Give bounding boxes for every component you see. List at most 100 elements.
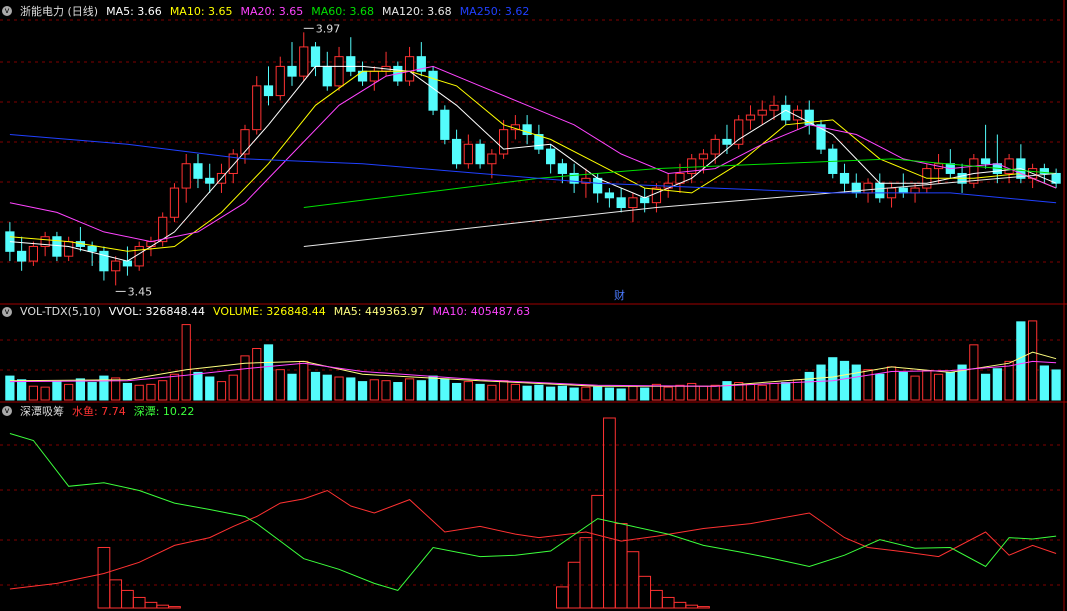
candle-body — [910, 187, 920, 194]
candle-body — [969, 158, 979, 184]
candle-body — [1039, 168, 1049, 174]
candle-body — [863, 182, 873, 194]
menu-icon[interactable]: v — [2, 6, 12, 16]
candle-body — [252, 85, 262, 131]
volume-bar — [534, 384, 544, 401]
candle-body — [569, 172, 579, 184]
candle-body — [604, 192, 615, 199]
candle-body — [781, 104, 791, 121]
menu-icon[interactable]: v — [2, 406, 12, 416]
volume-bar — [158, 380, 168, 401]
ma-line — [9, 65, 1057, 243]
volume-bar — [734, 382, 744, 401]
candle-body — [146, 241, 156, 247]
volume-bar — [17, 379, 27, 401]
volume-bar — [205, 376, 215, 401]
volume-bar — [299, 360, 309, 401]
candle-body — [875, 182, 885, 199]
volume-bar — [75, 378, 86, 401]
indicator-bar — [697, 606, 710, 609]
candle-body — [275, 65, 285, 97]
indicator-bar — [579, 537, 593, 609]
volume-bar — [816, 364, 826, 401]
event-marker[interactable]: 财 — [614, 289, 625, 302]
candle-body — [52, 236, 62, 257]
title: 深潭吸筹 — [20, 405, 64, 418]
volume-bar — [781, 382, 791, 401]
candle-body — [1051, 172, 1061, 184]
volume-bar — [557, 385, 568, 401]
candle-body — [546, 148, 556, 165]
indicator-bar — [156, 604, 170, 609]
volume-bar — [240, 355, 250, 401]
candle-body — [616, 197, 626, 209]
candle-body — [193, 163, 203, 179]
candle-body — [40, 236, 50, 247]
candle-body — [287, 65, 297, 77]
legend-entry: MA10: 3.65 — [169, 4, 233, 18]
candle-body — [205, 177, 215, 184]
indicator-bar — [638, 575, 652, 609]
legend-entry: VVOL: 326848.44 — [108, 305, 206, 318]
volume-bar — [122, 382, 133, 401]
volume-header: v VOL-TDX(5,10) VVOL: 326848.44 VOLUME: 326… — [2, 305, 530, 318]
candle-body — [404, 56, 415, 82]
volume-bar — [1027, 320, 1038, 401]
volume-bar — [757, 384, 767, 401]
indicator-bar — [603, 417, 616, 609]
legend-entry: MA60: 3.68 — [311, 4, 374, 18]
ma-line — [9, 70, 1057, 252]
volume-bar — [381, 380, 391, 401]
volume-bar — [310, 371, 321, 401]
annotation: 3.45 — [128, 285, 153, 298]
indicator-bar — [97, 546, 111, 609]
candle-body — [440, 109, 450, 140]
volume-bar — [475, 383, 485, 401]
ma-line — [9, 360, 1057, 387]
volume-bar — [957, 364, 967, 401]
indicator-bar — [626, 551, 640, 609]
candle-body — [122, 260, 133, 267]
menu-icon[interactable]: v — [2, 306, 12, 317]
volume-bar — [510, 383, 520, 401]
volume-bar — [687, 382, 697, 401]
volume-bar — [1039, 365, 1049, 401]
volume-bar — [1051, 369, 1061, 401]
legend-entry: MA5: 3.66 — [106, 4, 162, 18]
candle-body — [416, 56, 426, 72]
volume-bar — [616, 388, 626, 401]
volume-bar — [992, 368, 1002, 401]
grid — [0, 19, 1064, 586]
candle-body — [698, 153, 709, 160]
candle-body — [357, 70, 368, 82]
volume-bar — [593, 386, 603, 401]
legend-entry: VOLUME: 326848.44 — [213, 305, 326, 318]
volume-bar — [546, 386, 556, 401]
volume-bar — [898, 371, 908, 401]
indicator-bar — [132, 596, 146, 609]
ma-line — [9, 134, 1057, 204]
volume-bar — [252, 348, 262, 401]
candle-body — [158, 216, 168, 243]
candle-body — [111, 260, 121, 272]
volume-bar — [369, 379, 379, 401]
indicator-bar — [650, 589, 663, 609]
candle-body — [745, 114, 756, 121]
candle-body — [99, 250, 109, 272]
volume-bar — [404, 378, 415, 401]
candle-body — [334, 56, 344, 87]
volume-bar — [263, 344, 274, 401]
volume-bar — [28, 385, 39, 401]
candle-body — [17, 250, 27, 262]
volume-bar — [52, 381, 62, 401]
volume-bar — [440, 378, 450, 401]
ma-line — [303, 158, 1057, 208]
volume-bar — [146, 383, 156, 401]
candle-body — [322, 65, 332, 87]
volume-bar — [287, 373, 297, 401]
candle-body — [263, 85, 274, 97]
volume-bar — [628, 385, 638, 401]
candle-body — [346, 56, 356, 72]
